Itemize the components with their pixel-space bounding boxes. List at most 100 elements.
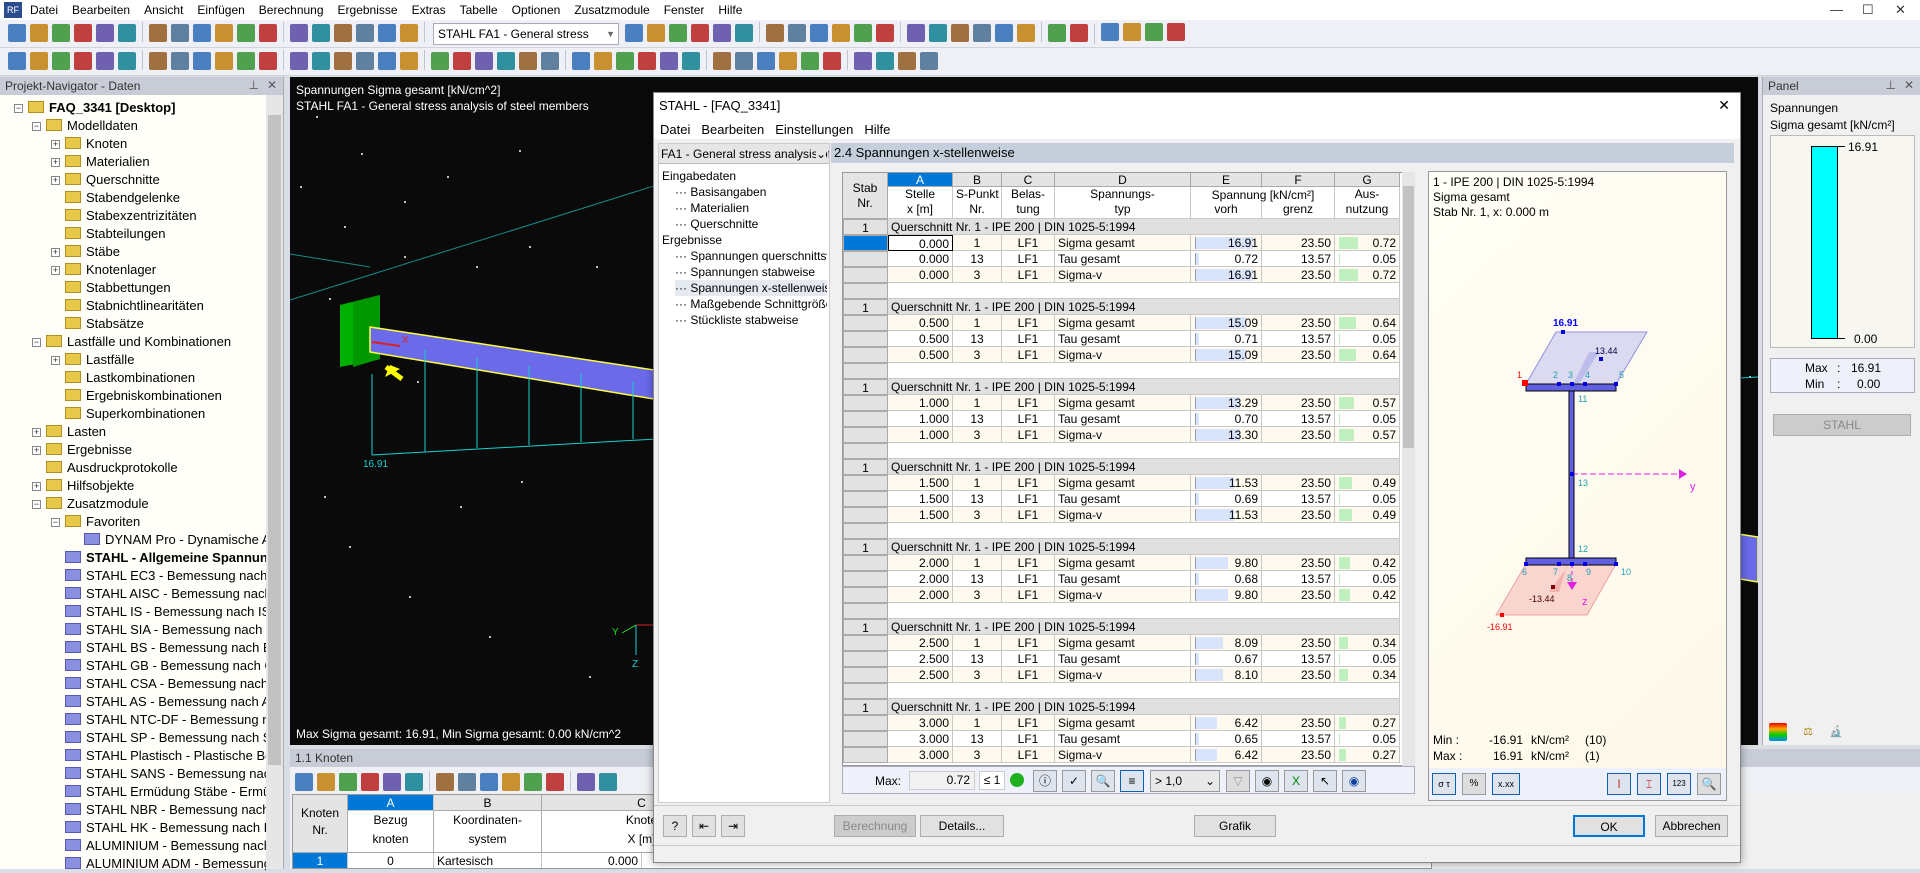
cell-spannungstyp[interactable]: Sigma-v — [1055, 747, 1191, 763]
member-red-icon[interactable] — [876, 24, 894, 42]
dialog-menu-einstellungen[interactable]: Einstellungen — [775, 121, 854, 137]
menu-ergebnisse[interactable]: Ergebnisse — [337, 3, 398, 17]
cell-spannungstyp[interactable]: Sigma-v — [1055, 587, 1191, 603]
grafik-button[interactable]: Grafik — [1194, 815, 1276, 837]
row-header[interactable] — [843, 427, 888, 443]
cell-spannung-vorh[interactable]: 0.70 — [1191, 411, 1262, 427]
cell-spannung-vorh[interactable]: 6.42 — [1191, 715, 1262, 731]
zoom-icon[interactable] — [259, 24, 277, 42]
cell-ausnutzung[interactable]: 0.49 — [1335, 507, 1400, 523]
cell-s-punkt[interactable]: 1 — [953, 635, 1002, 651]
menu-tabelle[interactable]: Tabelle — [459, 3, 498, 17]
cell-spannung-grenz[interactable]: 13.57 — [1262, 571, 1335, 587]
cell-spannung-vorh[interactable]: 16.91 — [1191, 267, 1262, 283]
surface-icon[interactable] — [74, 52, 92, 70]
result-toggle-icon[interactable] — [616, 52, 634, 70]
cell-spannung-vorh[interactable]: 9.80 — [1191, 587, 1262, 603]
microscope-icon[interactable]: 🔬 — [1829, 726, 1843, 738]
copy-icon[interactable] — [334, 24, 352, 42]
cell-belastung[interactable]: LF1 — [1002, 331, 1055, 347]
pdf-export-icon[interactable] — [1145, 23, 1163, 41]
cell-ausnutzung[interactable]: 0.05 — [1335, 411, 1400, 427]
expand-icon[interactable]: + — [51, 247, 60, 257]
cell-spannung-grenz[interactable]: 23.50 — [1262, 667, 1335, 683]
cell-ausnutzung[interactable]: 0.27 — [1335, 715, 1400, 731]
axis-y-icon[interactable] — [475, 52, 493, 70]
row-header[interactable] — [843, 331, 888, 347]
cell-s-punkt[interactable]: 13 — [953, 571, 1002, 587]
panel-toggle-icon[interactable] — [920, 52, 938, 70]
select-nodes-icon[interactable] — [237, 24, 255, 42]
cell-spannung-vorh[interactable]: 9.80 — [1191, 555, 1262, 571]
row-header[interactable] — [843, 347, 888, 363]
line-icon[interactable] — [30, 52, 48, 70]
row-header[interactable] — [843, 747, 888, 763]
tree-item[interactable]: STAHL - Allgemeine Spannungsanalyse — [65, 549, 266, 567]
help-icon[interactable]: ? — [663, 815, 687, 837]
cell-stelle[interactable]: 1.500 — [888, 507, 953, 523]
zoom-window-icon[interactable] — [356, 52, 374, 70]
load-surface-icon[interactable] — [215, 52, 233, 70]
cell-spannungstyp[interactable]: Sigma gesamt — [1055, 715, 1191, 731]
col-letter-g[interactable]: G — [1335, 173, 1400, 187]
save-icon[interactable] — [96, 24, 114, 42]
cell-stelle[interactable]: 2.500 — [888, 651, 953, 667]
tree-item[interactable]: Lastfälle — [65, 351, 266, 369]
values-icon[interactable] — [691, 24, 709, 42]
tree-item[interactable]: Lastfälle und Kombinationen — [46, 333, 266, 351]
tree-item[interactable]: STAHL Ermüdung Stäbe - Ermüdung — [65, 783, 266, 801]
col-letter-f[interactable]: F — [1262, 173, 1335, 187]
expand-icon[interactable]: + — [32, 445, 41, 455]
view-iso-icon[interactable] — [995, 24, 1013, 42]
col-letter-b[interactable]: B — [953, 173, 1002, 187]
cell-spannung-vorh[interactable]: 8.10 — [1191, 667, 1262, 683]
cell-stelle[interactable]: 0.000 — [888, 251, 953, 267]
menu-extras[interactable]: Extras — [411, 3, 446, 17]
cell-belastung[interactable]: LF1 — [1002, 571, 1055, 587]
tree-item[interactable]: Stabnichtlinearitäten — [65, 297, 266, 315]
collapse-icon[interactable]: − — [32, 337, 41, 347]
cell-stelle[interactable]: 1.000 — [888, 395, 953, 411]
cell-s-punkt[interactable]: 13 — [953, 731, 1002, 747]
cell-spannung-grenz[interactable]: 23.50 — [1262, 507, 1335, 523]
more-icon[interactable] — [577, 773, 595, 791]
open-folder-icon[interactable] — [52, 24, 70, 42]
cell-spannung-grenz[interactable]: 13.57 — [1262, 731, 1335, 747]
cell-ausnutzung[interactable]: 0.05 — [1335, 331, 1400, 347]
tree-item[interactable]: DYNAM Pro - Dynamische Analyse — [84, 531, 266, 549]
print-report-icon[interactable] — [171, 24, 189, 42]
menu-bearbeiten[interactable]: Bearbeiten — [72, 3, 131, 17]
cell-belastung[interactable]: LF1 — [1002, 507, 1055, 523]
cell-spannung-vorh[interactable]: 15.09 — [1191, 315, 1262, 331]
cell-belastung[interactable]: LF1 — [1002, 667, 1055, 683]
tree-item[interactable]: STAHL EC3 - Bemessung nach Eurocode 3 — [65, 567, 266, 585]
move-down-icon[interactable] — [339, 773, 357, 791]
cell-belastung[interactable]: LF1 — [1002, 731, 1055, 747]
tree-item[interactable]: Zusatzmodule — [46, 495, 266, 513]
cell-ausnutzung[interactable]: 0.64 — [1335, 315, 1400, 331]
undo-icon[interactable] — [193, 24, 211, 42]
tree-item[interactable]: STAHL SANS - Bemessung nach SANS — [65, 765, 266, 783]
cell-spannungstyp[interactable]: Sigma gesamt — [1055, 475, 1191, 491]
row-header[interactable] — [843, 555, 888, 571]
tree-item[interactable]: Modelldaten — [46, 117, 266, 135]
cell-spannung-grenz[interactable]: 23.50 — [1262, 475, 1335, 491]
support-reactions-icon[interactable] — [854, 52, 872, 70]
row-header[interactable] — [843, 731, 888, 747]
cell-spannungstyp[interactable]: Sigma-v — [1055, 667, 1191, 683]
cell-stelle[interactable]: 2.000 — [888, 571, 953, 587]
close-icon[interactable]: ✕ — [266, 78, 277, 92]
row-header[interactable] — [843, 587, 888, 603]
cell-spannungstyp[interactable]: Tau gesamt — [1055, 651, 1191, 667]
n-icon[interactable] — [660, 52, 678, 70]
tree-item[interactable]: Stabbettungen — [65, 279, 266, 297]
view-filter-icon[interactable] — [237, 52, 255, 70]
cell-spannungstyp[interactable]: Sigma-v — [1055, 347, 1191, 363]
col-letter-a[interactable]: A — [888, 173, 953, 187]
row-header[interactable] — [843, 635, 888, 651]
model-line-icon[interactable] — [594, 52, 612, 70]
tree-item[interactable]: Lasten — [46, 423, 266, 441]
cell-spannung-grenz[interactable]: 23.50 — [1262, 267, 1335, 283]
row-header[interactable] — [843, 507, 888, 523]
tree-item[interactable]: FAQ_3341 [Desktop] — [28, 99, 266, 117]
